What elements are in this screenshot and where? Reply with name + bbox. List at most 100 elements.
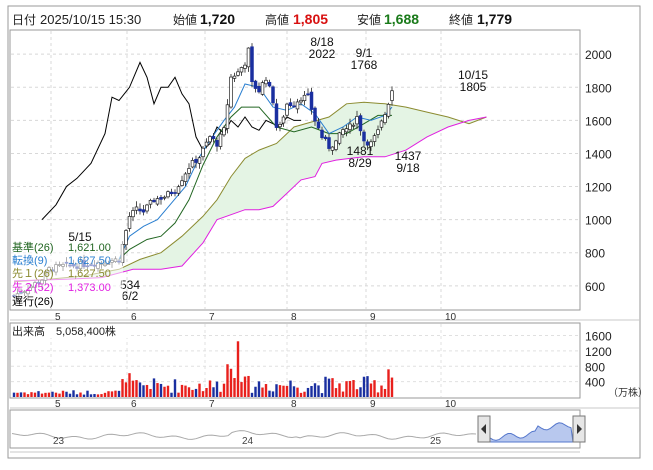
candle [204, 141, 209, 147]
candle [295, 101, 300, 110]
volume-bar [278, 385, 282, 397]
volume-bar [114, 390, 117, 397]
candle [379, 120, 384, 128]
ichimoku-cloud [14, 102, 487, 282]
volume-bar [54, 392, 58, 397]
volume-bar [296, 387, 299, 397]
candle [344, 128, 349, 133]
volume-bar [152, 378, 156, 397]
month-label: 9 [370, 312, 376, 323]
month-label: 8 [291, 312, 297, 323]
price-tick-label: 1400 [585, 147, 612, 161]
volume-bar [219, 391, 222, 397]
volume-tick-label: 1600 [585, 330, 612, 344]
month-label: 6 [131, 399, 137, 410]
candle [271, 86, 275, 104]
volume-bar [100, 394, 103, 397]
candle [152, 199, 156, 203]
price-annotation: 1437 [395, 149, 422, 163]
range-navigator[interactable]: 23 24 25 [11, 415, 586, 447]
volume-bar [366, 376, 369, 397]
candle [330, 146, 335, 151]
navigator-selected-range[interactable] [489, 422, 574, 443]
candle [383, 114, 387, 124]
price-annotation: 6/2 [122, 289, 139, 303]
price-annotation: 8/18 [310, 35, 334, 49]
candle [134, 206, 139, 211]
volume-bar [240, 382, 243, 397]
volume-bar [184, 385, 187, 397]
candle [365, 141, 370, 146]
candle [124, 230, 128, 246]
volume-bar [236, 341, 240, 397]
price-annotation: 1805 [460, 80, 487, 94]
candle [386, 104, 391, 117]
candle [390, 90, 394, 101]
candle [313, 107, 317, 122]
candle [131, 210, 135, 218]
volume-bar [131, 380, 135, 397]
candle [194, 158, 198, 163]
candle [218, 133, 223, 147]
candle [250, 46, 254, 82]
candle [215, 140, 219, 147]
volume-bar [26, 394, 30, 397]
candle [187, 168, 191, 174]
volume-bar [390, 377, 394, 397]
volume-bar [212, 387, 215, 397]
volume-label-bg [11, 324, 129, 338]
price-tick-label: 600 [585, 280, 605, 294]
candle [320, 129, 324, 139]
volume-bar [282, 385, 285, 397]
candle [127, 215, 132, 229]
volume-bar [61, 390, 65, 397]
volume-tick-label: 1200 [585, 345, 612, 359]
volume-bar [369, 383, 373, 397]
volume-bar [33, 392, 37, 397]
chevron-right-icon [577, 424, 582, 434]
candle [197, 157, 202, 164]
indicator-legend: 基準(26) 1,621.00 転換(9) 1,627.50 先１(26) 1,… [11, 240, 123, 308]
candle [208, 136, 212, 143]
candle [201, 147, 205, 158]
volume-bar [156, 383, 159, 397]
month-label: 6 [131, 312, 137, 323]
candle [138, 208, 142, 212]
volume-bar [317, 385, 320, 397]
volume-bar [264, 384, 268, 397]
low-value: 1,688 [384, 11, 419, 27]
volume-bar [257, 381, 261, 397]
price-annotation: 2022 [309, 47, 336, 61]
nav-year-label: 24 [242, 436, 254, 447]
candle [190, 160, 195, 168]
volume-value: 5,058,400株 [56, 324, 116, 338]
volume-bar [93, 394, 96, 397]
candle [159, 197, 163, 200]
volume-bar [177, 392, 180, 397]
candle [243, 64, 247, 69]
candle [355, 116, 359, 125]
legend-senkou2-label: 先２(52) [12, 281, 54, 294]
volume-bar [345, 381, 348, 397]
candle [267, 81, 272, 87]
month-label: 8 [291, 399, 297, 410]
month-label: 10 [445, 399, 457, 410]
volume-bar [275, 384, 278, 397]
volume-bar [387, 369, 390, 397]
volume-bar [222, 383, 226, 397]
candle [358, 115, 363, 132]
senkou2-line [13, 116, 487, 282]
candle [236, 71, 240, 76]
volume-bar [166, 385, 170, 397]
volume-bar [149, 388, 152, 397]
volume-bar [23, 392, 26, 397]
navigator-history-line [11, 430, 477, 440]
ohlc-header: 日付 2025/10/15 15:30 始値 1,720 高値 1,805 安値… [12, 11, 512, 27]
volume-bar [229, 368, 233, 397]
price-tick-label: 1000 [585, 214, 612, 228]
candle [169, 191, 174, 195]
candle [281, 116, 286, 124]
low-label: 安値 [357, 12, 381, 27]
candle [148, 200, 153, 205]
